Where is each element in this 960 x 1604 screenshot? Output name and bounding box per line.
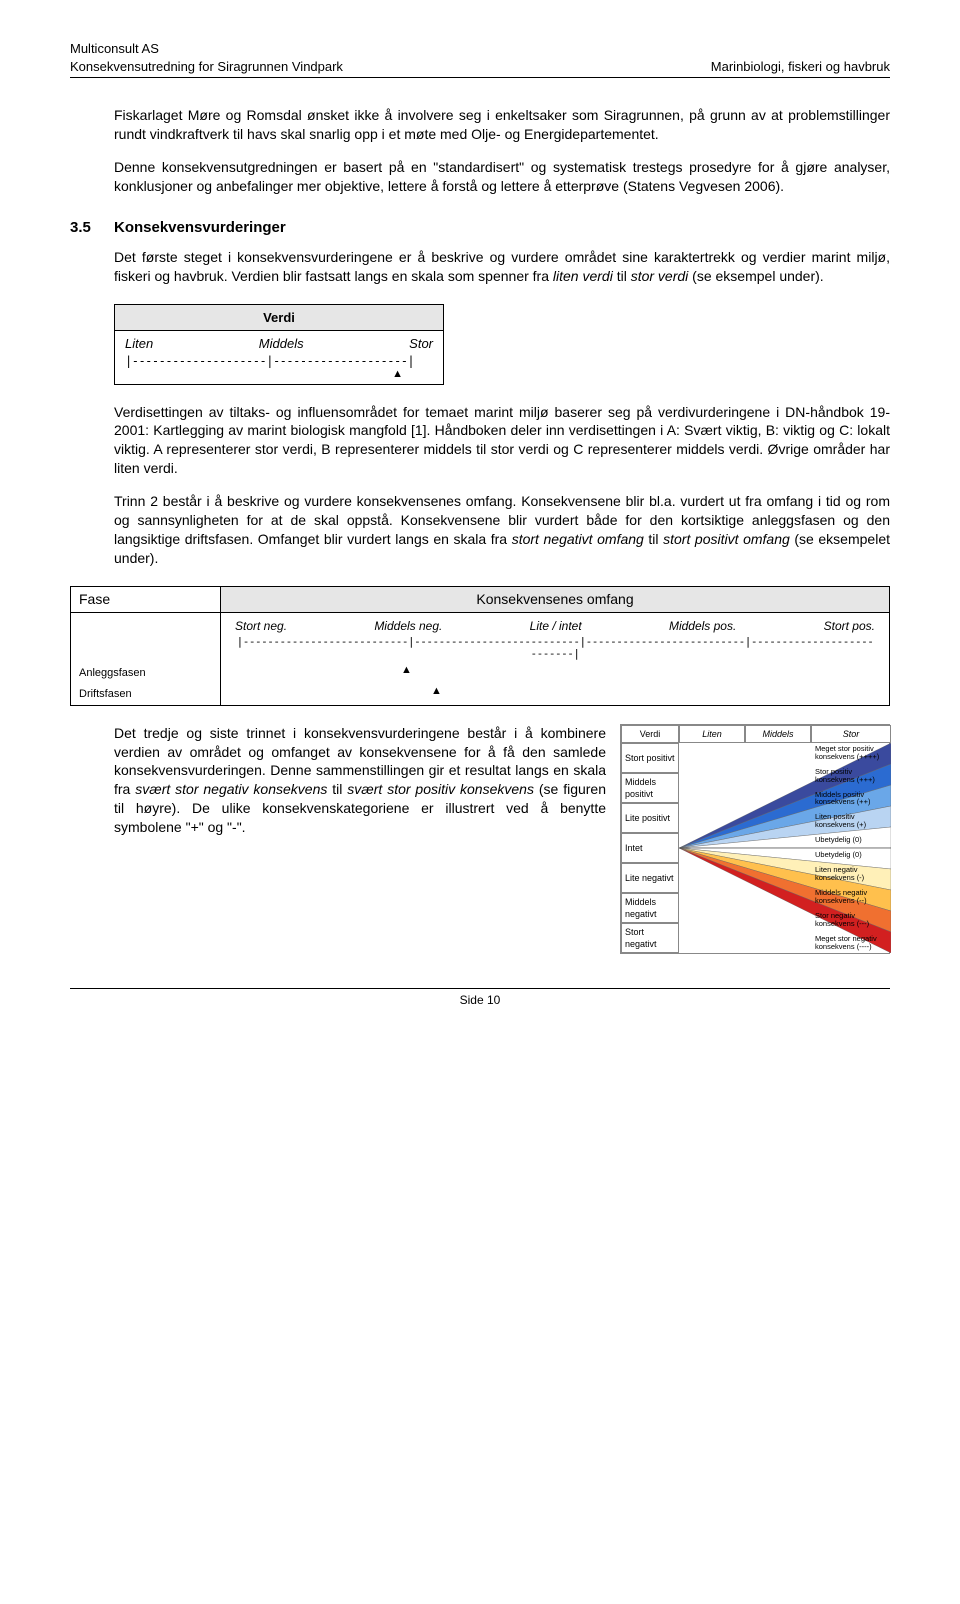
omfang-scale-labels: Stort neg. Middels neg. Lite / intet Mid…	[229, 616, 881, 636]
header-left: Multiconsult AS Konsekvensutredning for …	[70, 40, 343, 75]
paragraph-2: Denne konsekvensutgredningen er basert p…	[114, 158, 890, 196]
fig-band-label-4: Ubetydelig (0)	[815, 836, 889, 844]
omfang-label-4: Stort pos.	[824, 618, 875, 634]
fig-col-header-1: Liten	[679, 725, 745, 743]
fig-col-header-3: Stor	[811, 725, 891, 743]
fig-row-header-2: Middels positivt	[621, 773, 679, 803]
fig-row-header-1: Stort positivt	[621, 743, 679, 773]
omfang-dashes: |---------------------------|-----------…	[229, 636, 881, 660]
omfang-label-3: Middels pos.	[669, 618, 736, 634]
section-number: 3.5	[70, 218, 114, 238]
verdi-scale-table: Verdi Liten Middels Stor |--------------…	[114, 304, 444, 385]
fig-row-header-7: Stort negativt	[621, 923, 679, 953]
verdi-label-liten: Liten	[125, 335, 153, 353]
phase-anlegg: Anleggsfasen	[71, 663, 221, 684]
p5-text-b: til	[644, 531, 663, 547]
header-right: Marinbiologi, fiskeri og havbruk	[711, 58, 890, 76]
verdi-scale-labels: Liten Middels Stor	[115, 331, 443, 353]
page-header: Multiconsult AS Konsekvensutredning for …	[70, 40, 890, 78]
fig-row-header-6: Middels negativt	[621, 893, 679, 923]
fig-band-label-8: Stor negativ konsekvens (---)	[815, 912, 889, 928]
drift-marker: ▲	[221, 684, 890, 705]
omfang-label-1: Middels neg.	[374, 618, 442, 634]
fig-row-header-5: Lite negativt	[621, 863, 679, 893]
p3-italic-2: stor verdi	[631, 268, 689, 284]
verdi-label-stor: Stor	[409, 335, 433, 353]
company-name: Multiconsult AS	[70, 40, 343, 58]
omfang-label-0: Stort neg.	[235, 618, 287, 634]
p3-italic-1: liten verdi	[553, 268, 613, 284]
fig-band-label-1: Stor positiv konsekvens (+++)	[815, 768, 889, 784]
fig-band-label-9: Meget stor negativ konsekvens (----)	[815, 935, 889, 951]
omfang-label-2: Lite / intet	[530, 618, 582, 634]
fig-band-label-0: Meget stor positiv konsekvens (++++)	[815, 745, 889, 761]
omfang-table: Fase Konsekvensenes omfang Stort neg. Mi…	[70, 586, 890, 706]
bottom-section: Det tredje og siste trinnet i konsekvens…	[70, 724, 890, 954]
paragraph-1: Fiskarlaget Møre og Romsdal ønsket ikke …	[114, 106, 890, 144]
page-footer: Side 10	[70, 988, 890, 1008]
fase-header: Fase	[71, 586, 221, 612]
anlegg-marker: ▲	[221, 663, 890, 684]
p6-italic-2: svært stor positiv konsekvens	[347, 781, 534, 797]
p5-italic-1: stort negativt omfang	[512, 531, 644, 547]
project-name: Konsekvensutredning for Siragrunnen Vind…	[70, 58, 343, 76]
fig-row-header-4: Intet	[621, 833, 679, 863]
fig-corner-label: Verdi	[621, 725, 679, 743]
verdi-label-middels: Middels	[259, 335, 304, 353]
verdi-title: Verdi	[115, 305, 443, 332]
fig-col-header-2: Middels	[745, 725, 811, 743]
paragraph-4: Verdisettingen av tiltaks- og influensom…	[114, 403, 890, 479]
fig-band-labels: Meget stor positiv konsekvens (++++) Stor…	[815, 743, 889, 953]
section-heading: 3.5 Konsekvensvurderinger	[70, 218, 890, 238]
fig-fan-chart: Meget stor positiv konsekvens (++++) Stor…	[679, 743, 891, 953]
konsekvens-matrix-figure: VerdiLitenMiddelsStorStort positivtMidde…	[620, 724, 890, 954]
paragraph-5: Trinn 2 består i å beskrive og vurdere k…	[114, 492, 890, 568]
p3-text-b: til	[613, 268, 631, 284]
fig-band-label-2: Middels positiv konsekvens (++)	[815, 791, 889, 807]
fig-band-label-6: Liten negativ konsekvens (-)	[815, 866, 889, 882]
fig-band-label-5: Ubetydelig (0)	[815, 851, 889, 859]
verdi-marker: ▲	[115, 371, 443, 384]
fig-band-label-7: Middels negativ konsekvens (--)	[815, 889, 889, 905]
body-content: Fiskarlaget Møre og Romsdal ønsket ikke …	[70, 106, 890, 196]
p6-text-b: til	[327, 781, 347, 797]
paragraph-3: Det første steget i konsekvensvurderinge…	[114, 248, 890, 286]
header-topic: Marinbiologi, fiskeri og havbruk	[711, 58, 890, 76]
phase-drift: Driftsfasen	[71, 684, 221, 705]
p5-italic-2: stort positivt omfang	[663, 531, 790, 547]
paragraph-6: Det tredje og siste trinnet i konsekvens…	[114, 724, 606, 954]
omfang-header: Konsekvensenes omfang	[221, 586, 890, 612]
fig-band-label-3: Liten positiv konsekvens (+)	[815, 813, 889, 829]
p3-text-c: (se eksempel under).	[688, 268, 823, 284]
section-title: Konsekvensvurderinger	[114, 218, 286, 238]
fig-row-header-3: Lite positivt	[621, 803, 679, 833]
p6-italic-1: svært stor negativ konsekvens	[135, 781, 327, 797]
